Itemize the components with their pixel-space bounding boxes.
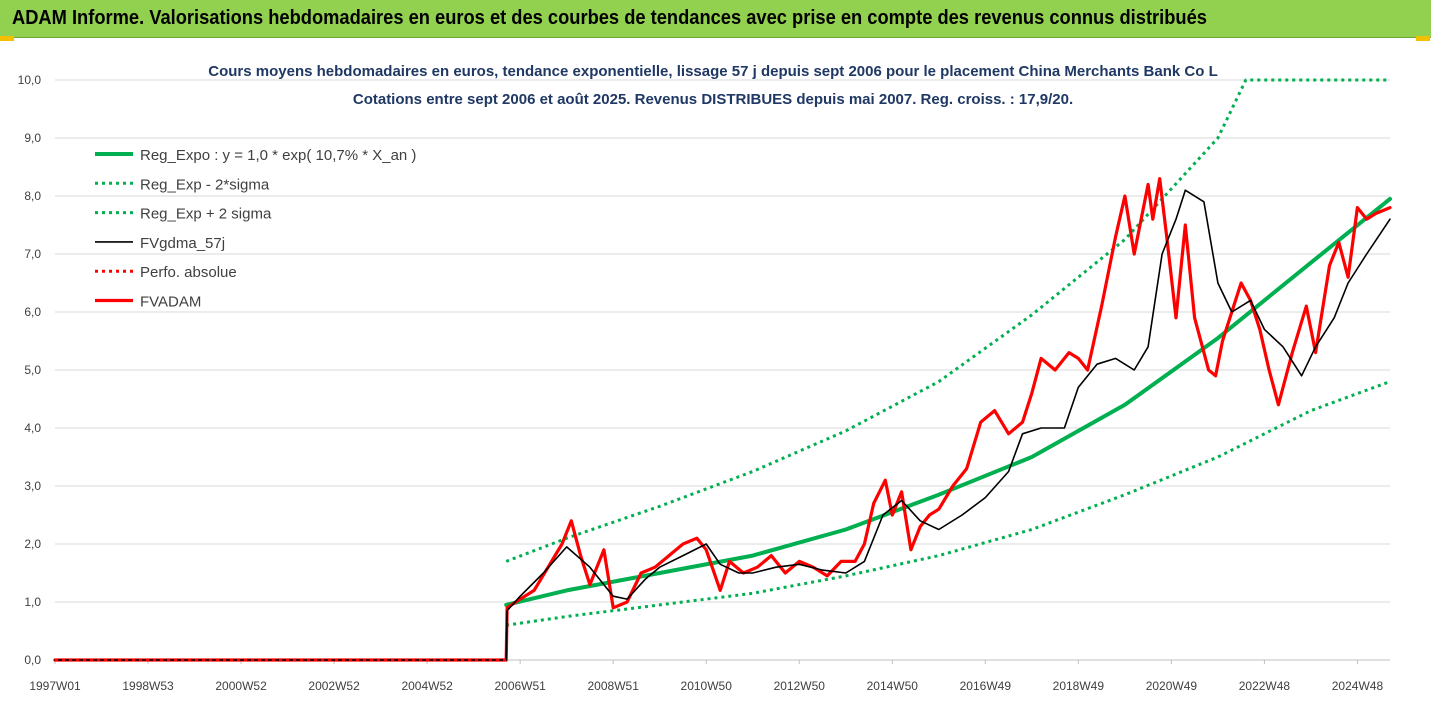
legend-label: FVgdma_57j [140, 235, 225, 252]
chart-subtitle: Cotations entre sept 2006 et août 2025. … [353, 91, 1073, 108]
y-tick-label: 4,0 [24, 421, 41, 435]
x-tick-label: 1997W01 [29, 679, 81, 693]
corner-marker-top-left [0, 36, 14, 41]
legend-label: Perfo. absolue [140, 264, 237, 281]
y-tick-label: 5,0 [24, 363, 41, 377]
y-tick-label: 0,0 [24, 653, 41, 667]
y-tick-label: 2,0 [24, 537, 41, 551]
x-tick-label: 2004W52 [401, 679, 453, 693]
series-line-2 [505, 78, 1390, 563]
y-tick-label: 1,0 [24, 595, 41, 609]
series-line-3 [54, 189, 1391, 661]
corner-marker-top-right [1416, 36, 1430, 41]
x-tick-label: 2010W50 [681, 679, 733, 693]
legend-label: FVADAM [140, 294, 201, 311]
legend-label: Reg_Exp + 2 sigma [140, 206, 272, 223]
y-tick-label: 9,0 [24, 131, 41, 145]
series-line-0 [504, 196, 1392, 607]
x-tick-label: 2008W51 [588, 679, 640, 693]
series-line-5 [53, 177, 1392, 662]
y-axis-ticks: 0,0 1,0 2,0 3,0 4,0 5,0 6,0 7,0 8,0 9,0 10,0 [18, 73, 42, 667]
x-tick-label: 2014W50 [867, 679, 919, 693]
y-tick-label: 3,0 [24, 479, 41, 493]
legend-label: Reg_Exp - 2*sigma [140, 176, 270, 193]
x-tick-label: 2020W49 [1146, 679, 1198, 693]
x-tick-label: 2002W52 [308, 679, 360, 693]
x-tick-label: 2022W48 [1239, 679, 1291, 693]
y-tick-label: 6,0 [24, 305, 41, 319]
chart-title: Cours moyens hebdomadaires en euros, ten… [208, 63, 1217, 80]
series-lines [53, 78, 1392, 662]
x-tick-label: 2000W52 [215, 679, 267, 693]
x-axis-ticks: 1997W01 1998W53 2000W52 2002W52 2004W52 2006W… [29, 660, 1383, 693]
x-tick-label: 2012W50 [774, 679, 826, 693]
price-chart: Cours moyens hebdomadaires en euros, ten… [18, 63, 1392, 693]
x-tick-label: 2006W51 [494, 679, 546, 693]
x-tick-label: 2024W48 [1332, 679, 1384, 693]
y-tick-label: 8,0 [24, 189, 41, 203]
report-title: ADAM Informe. Valorisations hebdomadaire… [12, 7, 1207, 29]
report-banner: ADAM Informe. Valorisations hebdomadaire… [0, 0, 1431, 38]
x-tick-label: 1998W53 [122, 679, 174, 693]
y-tick-label: 7,0 [24, 247, 41, 261]
series-line-1 [505, 380, 1391, 627]
chart-area: Cours moyens hebdomadaires en euros, ten… [0, 38, 1431, 718]
x-tick-label: 2016W49 [960, 679, 1012, 693]
y-tick-label: 10,0 [18, 73, 42, 87]
x-tick-label: 2018W49 [1053, 679, 1105, 693]
legend: Reg_Expo : y = 1,0 * exp( 10,7% * X_an )… [95, 147, 416, 311]
legend-label: Reg_Expo : y = 1,0 * exp( 10,7% * X_an ) [140, 147, 416, 164]
